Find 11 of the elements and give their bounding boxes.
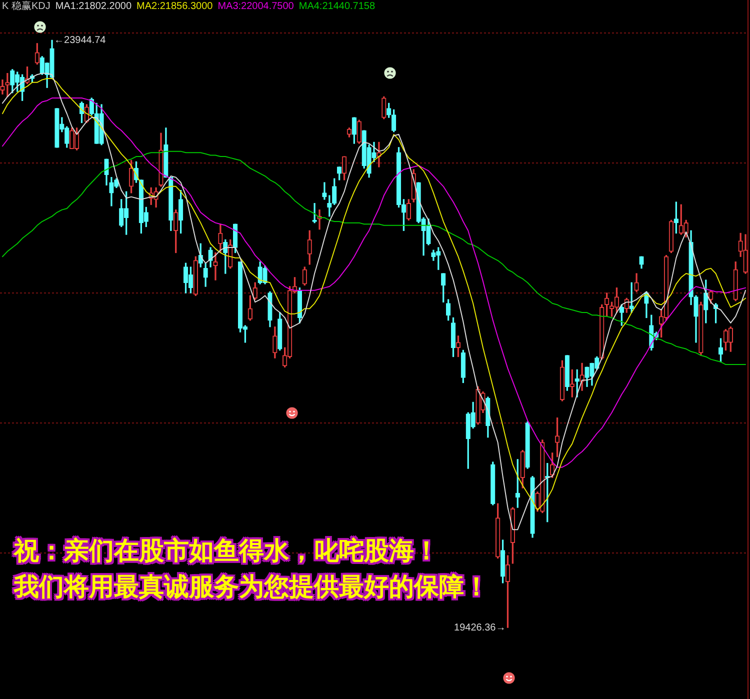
text: MA4:21440.7158 [298,0,376,14]
chart-title: K 稳赢KDJ [2,0,50,14]
text: MA1:21802.2000 [55,0,132,14]
annotation: 祝：亲们在股市如鱼得水，叱咤股海！ [14,535,439,567]
annotation: 19426.36→ [454,622,506,634]
candlestick [5,72,10,98]
text: MA2:21856.3000 [136,0,213,14]
annotation: ←23944.74 [54,34,106,46]
candlestick [213,252,218,280]
text: MA3:22004.7500 [218,0,294,14]
annotation: 我们将用最真诚服务为您提供最好的保障！ [14,571,489,603]
